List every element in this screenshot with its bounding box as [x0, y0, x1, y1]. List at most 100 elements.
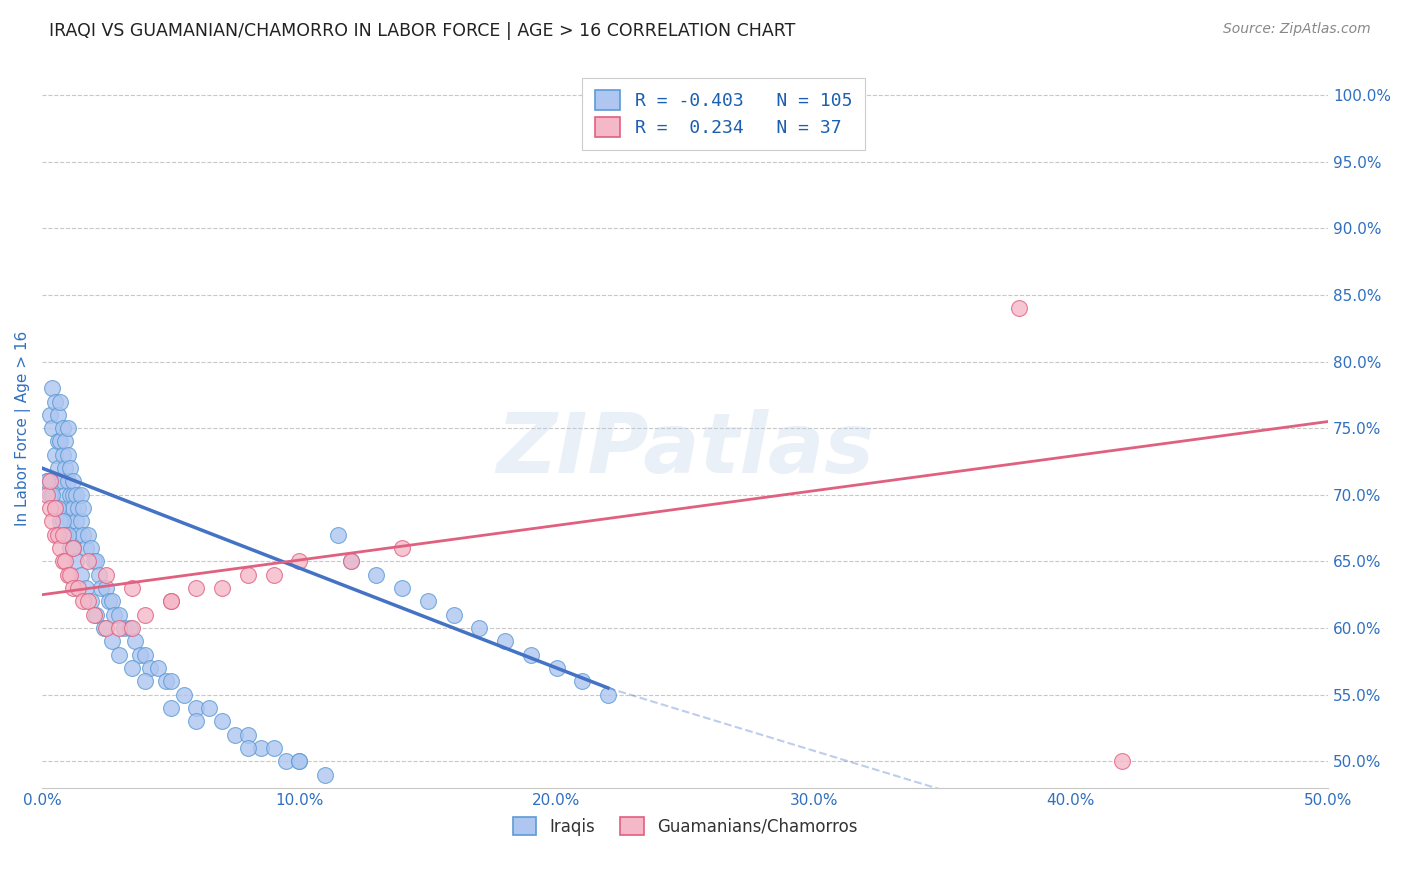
- Point: [52, 448, 75, 462]
- Point: [56, 567, 79, 582]
- Point: [59, 567, 82, 582]
- Point: [44, 501, 66, 516]
- Point: [159, 674, 181, 689]
- Point: [65, 554, 87, 568]
- Point: [83, 607, 105, 622]
- Text: Source: ZipAtlas.com: Source: ZipAtlas.com: [1223, 22, 1371, 37]
- Point: [546, 661, 568, 675]
- Point: [62, 475, 84, 489]
- Point: [108, 648, 131, 662]
- Point: [263, 740, 285, 755]
- Point: [75, 541, 97, 555]
- Point: [72, 594, 94, 608]
- Point: [1008, 301, 1031, 316]
- Point: [249, 740, 271, 755]
- Point: [49, 394, 72, 409]
- Text: IRAQI VS GUAMANIAN/CHAMORRO IN LABOR FORCE | AGE > 16 CORRELATION CHART: IRAQI VS GUAMANIAN/CHAMORRO IN LABOR FOR…: [49, 22, 796, 40]
- Point: [77, 554, 100, 568]
- Point: [38, 475, 60, 489]
- Point: [288, 554, 311, 568]
- Point: [59, 488, 82, 502]
- Point: [67, 501, 90, 516]
- Point: [37, 488, 59, 502]
- Point: [87, 567, 110, 582]
- Point: [103, 607, 125, 622]
- Point: [468, 621, 491, 635]
- Point: [186, 714, 208, 729]
- Point: [121, 581, 143, 595]
- Point: [46, 461, 69, 475]
- Point: [41, 381, 63, 395]
- Point: [62, 501, 84, 516]
- Point: [52, 475, 75, 489]
- Point: [62, 541, 84, 555]
- Point: [236, 727, 259, 741]
- Point: [159, 594, 181, 608]
- Point: [112, 621, 135, 635]
- Point: [118, 621, 141, 635]
- Point: [52, 527, 75, 541]
- Point: [146, 661, 169, 675]
- Point: [571, 674, 593, 689]
- Point: [62, 581, 84, 595]
- Point: [53, 434, 76, 449]
- Point: [59, 541, 82, 555]
- Point: [494, 634, 516, 648]
- Point: [339, 554, 361, 568]
- Point: [224, 727, 246, 741]
- Point: [96, 621, 118, 635]
- Point: [52, 421, 75, 435]
- Point: [56, 421, 79, 435]
- Point: [211, 581, 233, 595]
- Point: [443, 607, 465, 622]
- Point: [41, 515, 63, 529]
- Point: [49, 515, 72, 529]
- Point: [211, 714, 233, 729]
- Point: [56, 475, 79, 489]
- Point: [366, 567, 388, 582]
- Point: [67, 527, 90, 541]
- Point: [37, 475, 59, 489]
- Point: [77, 527, 100, 541]
- Point: [1111, 754, 1133, 768]
- Point: [288, 754, 311, 768]
- Point: [128, 648, 150, 662]
- Point: [65, 515, 87, 529]
- Point: [38, 408, 60, 422]
- Point: [44, 394, 66, 409]
- Point: [52, 554, 75, 568]
- Point: [93, 621, 115, 635]
- Y-axis label: In Labor Force | Age > 16: In Labor Force | Age > 16: [15, 331, 31, 525]
- Point: [46, 527, 69, 541]
- Point: [339, 554, 361, 568]
- Point: [108, 621, 131, 635]
- Point: [326, 527, 349, 541]
- Point: [41, 488, 63, 502]
- Point: [83, 554, 105, 568]
- Point: [69, 515, 91, 529]
- Point: [100, 634, 122, 648]
- Point: [84, 607, 107, 622]
- Point: [52, 515, 75, 529]
- Point: [173, 688, 195, 702]
- Point: [44, 527, 66, 541]
- Point: [62, 488, 84, 502]
- Point: [62, 541, 84, 555]
- Point: [72, 527, 94, 541]
- Point: [59, 515, 82, 529]
- Point: [56, 448, 79, 462]
- Point: [596, 688, 619, 702]
- Point: [159, 701, 181, 715]
- Point: [391, 541, 413, 555]
- Point: [391, 581, 413, 595]
- Point: [69, 567, 91, 582]
- Point: [56, 527, 79, 541]
- Point: [139, 661, 162, 675]
- Point: [100, 594, 122, 608]
- Point: [44, 448, 66, 462]
- Point: [49, 434, 72, 449]
- Point: [186, 701, 208, 715]
- Point: [236, 567, 259, 582]
- Point: [37, 475, 59, 489]
- Point: [108, 607, 131, 622]
